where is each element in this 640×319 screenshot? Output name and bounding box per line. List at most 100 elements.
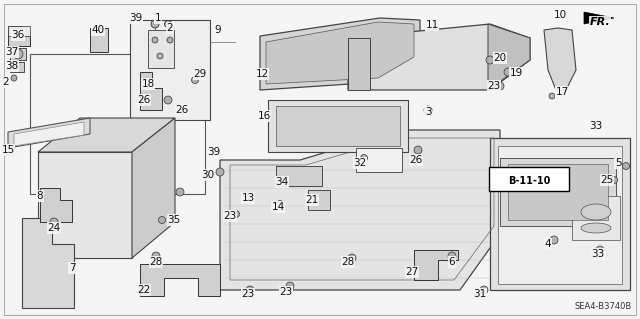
Text: 33: 33 (591, 249, 605, 259)
Circle shape (216, 168, 224, 176)
Text: 23: 23 (280, 287, 292, 297)
Text: 17: 17 (556, 87, 568, 97)
Text: 40: 40 (92, 25, 104, 35)
Bar (30, 54, 205, 194)
Text: 10: 10 (554, 10, 566, 20)
Text: 16: 16 (257, 111, 271, 121)
Circle shape (549, 93, 555, 99)
Text: 15: 15 (1, 145, 15, 155)
Text: 9: 9 (214, 25, 221, 35)
Polygon shape (140, 72, 162, 110)
Polygon shape (132, 118, 175, 258)
Text: 23: 23 (488, 81, 500, 91)
Polygon shape (148, 30, 174, 68)
Bar (508, 164, 608, 220)
Polygon shape (38, 152, 132, 258)
Text: 39: 39 (129, 13, 143, 23)
Polygon shape (498, 146, 622, 284)
Bar (500, 158, 616, 226)
Text: 20: 20 (493, 53, 507, 63)
Polygon shape (90, 28, 108, 52)
Circle shape (611, 176, 618, 183)
Polygon shape (8, 118, 90, 148)
Text: FR.: FR. (590, 17, 611, 27)
Text: 26: 26 (138, 95, 150, 105)
Polygon shape (130, 20, 210, 120)
Polygon shape (584, 12, 614, 24)
Text: 25: 25 (600, 175, 614, 185)
Polygon shape (276, 166, 322, 186)
Circle shape (504, 68, 512, 76)
Text: 21: 21 (305, 195, 319, 205)
Circle shape (276, 201, 284, 207)
Polygon shape (220, 130, 500, 290)
Circle shape (176, 188, 184, 196)
Polygon shape (140, 264, 220, 296)
Text: 19: 19 (509, 68, 523, 78)
Circle shape (246, 286, 254, 294)
Text: 26: 26 (410, 155, 422, 165)
Text: 37: 37 (5, 47, 19, 57)
Circle shape (286, 282, 294, 290)
Text: 12: 12 (255, 69, 269, 79)
Circle shape (164, 96, 172, 104)
Circle shape (623, 162, 630, 169)
Polygon shape (544, 28, 576, 90)
Polygon shape (38, 118, 175, 152)
Text: 26: 26 (175, 105, 189, 115)
Text: 27: 27 (405, 267, 419, 277)
Circle shape (157, 53, 163, 59)
Circle shape (152, 252, 160, 260)
Text: SEA4-B3740B: SEA4-B3740B (575, 302, 632, 311)
Circle shape (596, 246, 604, 254)
Polygon shape (266, 22, 414, 84)
Circle shape (414, 146, 422, 154)
Circle shape (96, 27, 102, 33)
FancyBboxPatch shape (489, 167, 569, 191)
Circle shape (232, 211, 239, 218)
Polygon shape (348, 24, 530, 90)
Polygon shape (572, 196, 620, 240)
Text: 5: 5 (614, 158, 621, 168)
Circle shape (244, 192, 252, 199)
Circle shape (164, 20, 172, 27)
Text: 35: 35 (168, 215, 180, 225)
Bar (356, 148, 402, 172)
Text: 36: 36 (12, 30, 24, 40)
Circle shape (151, 20, 159, 28)
Text: B-11-10: B-11-10 (508, 176, 550, 186)
Text: 29: 29 (193, 69, 207, 79)
Text: 30: 30 (202, 170, 214, 180)
Text: 39: 39 (207, 147, 221, 157)
Circle shape (152, 37, 158, 43)
Circle shape (13, 49, 23, 59)
Text: 2: 2 (166, 23, 173, 33)
Text: 2: 2 (3, 77, 10, 87)
Polygon shape (308, 190, 330, 210)
Text: 33: 33 (589, 121, 603, 131)
Circle shape (348, 254, 356, 262)
Text: 23: 23 (223, 211, 237, 221)
Polygon shape (348, 38, 370, 90)
Text: 13: 13 (241, 193, 255, 203)
Text: 23: 23 (241, 289, 255, 299)
Polygon shape (490, 138, 630, 290)
Circle shape (550, 236, 558, 244)
Text: 8: 8 (36, 191, 44, 201)
Circle shape (448, 252, 456, 260)
Polygon shape (10, 48, 26, 60)
Circle shape (11, 75, 17, 81)
Text: 34: 34 (275, 177, 289, 187)
Circle shape (496, 82, 504, 90)
Text: 4: 4 (545, 239, 551, 249)
Ellipse shape (581, 204, 611, 220)
Circle shape (486, 56, 494, 64)
Polygon shape (488, 24, 530, 90)
Circle shape (159, 217, 166, 224)
Text: 7: 7 (68, 263, 76, 273)
Polygon shape (14, 122, 84, 146)
Bar (268, 100, 408, 152)
Polygon shape (414, 250, 458, 280)
Text: 11: 11 (426, 20, 438, 30)
Text: 14: 14 (271, 202, 285, 212)
